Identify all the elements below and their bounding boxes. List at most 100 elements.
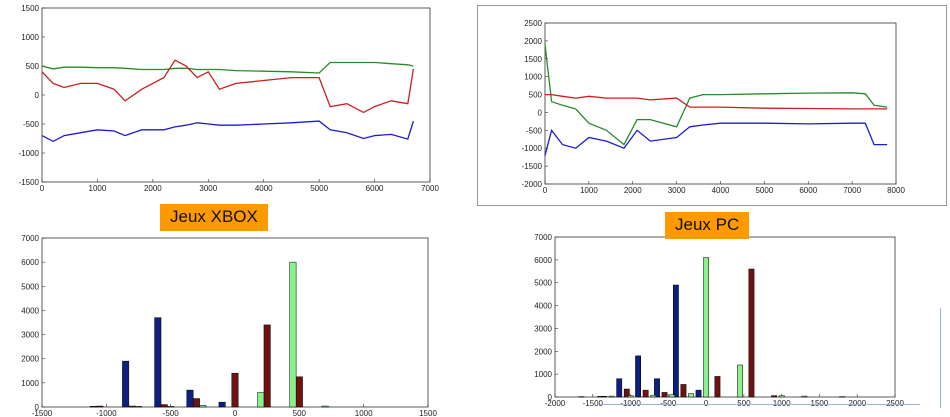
x-tick-label: 7000	[421, 184, 439, 193]
y-tick-label: 3000	[534, 324, 552, 333]
y-tick-label: -1500	[19, 178, 40, 187]
x-tick-label: 2000	[848, 399, 866, 408]
decorative-rule-right	[940, 308, 941, 408]
x-tick-label: -2000	[545, 399, 566, 408]
x-tick-label: 5000	[755, 186, 773, 195]
y-tick-label: -1500	[522, 162, 543, 171]
x-tick-label: 1000	[580, 186, 598, 195]
bar-series-3	[778, 395, 785, 398]
bar-series-3	[199, 405, 207, 408]
x-tick-label: 500	[737, 399, 751, 408]
y-tick-label: 0	[35, 403, 40, 412]
y-tick-label: 6000	[21, 258, 39, 267]
x-tick-label: -1000	[96, 409, 117, 417]
y-tick-label: 4000	[534, 302, 552, 311]
y-tick-label: 5000	[534, 279, 552, 288]
bar-series-1	[654, 378, 660, 398]
y-tick-label: 0	[35, 91, 40, 100]
bar-series-1	[695, 389, 702, 398]
bar-series-2	[661, 392, 668, 398]
x-tick-label: 4000	[712, 186, 730, 195]
y-tick-label: 2000	[21, 355, 39, 364]
plot-area	[544, 22, 897, 185]
x-tick-label: -1500	[32, 409, 53, 417]
y-tick-label: -1000	[19, 149, 40, 158]
y-tick-label: 7000	[21, 234, 39, 243]
x-tick-label: 7000	[843, 186, 861, 195]
series-line-1	[41, 61, 414, 74]
x-tick-label: 0	[704, 399, 709, 408]
bar-series-3	[669, 394, 676, 398]
bar-series-1	[635, 355, 642, 398]
bar-series-2	[642, 389, 649, 398]
y-tick-label: -500	[526, 126, 543, 135]
bar-series-2	[192, 398, 200, 408]
y-tick-label: -1000	[522, 144, 543, 153]
x-tick-label: 6000	[799, 186, 817, 195]
bar-series-3	[839, 396, 846, 398]
y-tick-label: 6000	[534, 256, 552, 265]
y-tick-label: -2000	[522, 180, 543, 189]
x-tick-label: -500	[163, 409, 180, 417]
pc-label: Jeux PC	[665, 212, 750, 239]
bar-series-2	[601, 396, 608, 398]
series-line-3	[41, 120, 415, 143]
y-tick-label: 1000	[21, 33, 39, 42]
x-tick-label: 2500	[886, 399, 904, 408]
x-tick-label: 0	[233, 409, 238, 417]
y-tick-label: 500	[26, 62, 40, 71]
y-tick-label: 1500	[21, 4, 39, 13]
bar-series-1	[186, 389, 194, 408]
series-line-1	[544, 44, 888, 146]
bar-series-3	[167, 406, 175, 408]
bar-series-2	[748, 268, 755, 398]
chart-svg: 0 1000 2000 3000 4000 5000 6000 7000 8000 2500 200…	[522, 19, 906, 195]
x-tick-label: 6000	[366, 184, 384, 193]
x-tick-label: 3000	[668, 186, 686, 195]
pc-line-chart: 0 1000 2000 3000 4000 5000 6000 7000 8000 2500 200…	[478, 6, 948, 206]
bar-series-3	[627, 395, 634, 398]
bar-series-3	[321, 405, 329, 408]
y-tick-label: 2500	[524, 19, 542, 28]
bar-series-3	[289, 261, 297, 408]
bar-series-2	[295, 376, 303, 408]
y-tick-label: -500	[23, 120, 40, 129]
x-tick-label: 2000	[624, 186, 642, 195]
series-line-2	[545, 93, 888, 110]
bar-series-2	[231, 372, 239, 408]
decorative-rule-bottom	[600, 404, 920, 405]
bar-series-1	[154, 317, 162, 408]
bar-series-2	[96, 405, 104, 408]
y-tick-label: 7000	[534, 233, 552, 242]
y-tick-label: 2000	[524, 37, 542, 46]
bar-series-3	[578, 396, 585, 398]
x-tick-label: 1500	[811, 399, 829, 408]
bar-series-3	[688, 393, 694, 398]
y-tick-label: 1500	[524, 55, 542, 64]
bar-series-2	[160, 404, 168, 408]
x-tick-label: 4000	[255, 184, 273, 193]
bar-series-1	[672, 284, 679, 398]
chart-svg: 0 1000 2000 3000 4000 5000 6000 700015001000500…	[19, 4, 440, 193]
bar-series-3	[737, 364, 744, 398]
bar-series-3	[608, 395, 615, 398]
y-tick-label: 0	[538, 108, 543, 117]
bar-series-2	[680, 384, 687, 398]
x-tick-label: -1000	[620, 399, 641, 408]
bar-series-2	[623, 388, 630, 398]
y-tick-label: 5000	[21, 282, 39, 291]
x-tick-label: 0	[543, 186, 548, 195]
bar-series-1	[616, 378, 623, 398]
bar-series-1	[90, 406, 97, 408]
plot-area	[554, 236, 896, 398]
y-tick-label: 3000	[21, 331, 39, 340]
series-line-2	[41, 59, 415, 114]
x-tick-label: 5000	[310, 184, 328, 193]
bar-series-2	[128, 405, 136, 408]
y-tick-label: 1000	[534, 370, 552, 379]
plot-area	[41, 7, 431, 183]
bar-series-3	[135, 406, 142, 408]
x-tick-label: 8000	[887, 186, 905, 195]
series-line-3	[544, 122, 888, 156]
x-tick-label: -1500	[583, 399, 604, 408]
